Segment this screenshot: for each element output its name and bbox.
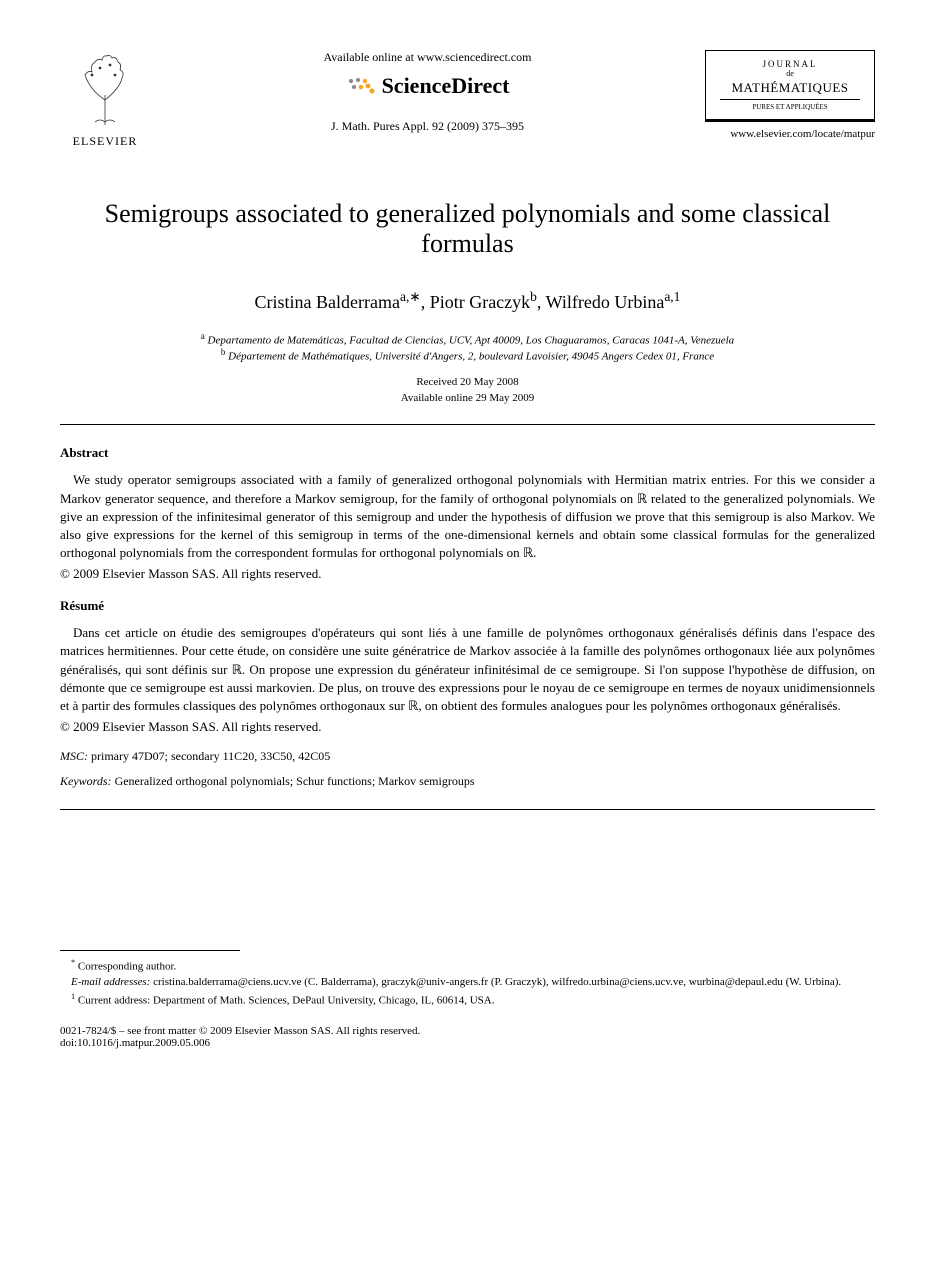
aff-a-text: Departamento de Matemáticas, Facultad de… [205, 335, 734, 347]
authors-line: Cristina Balderramaa,∗, Piotr Graczykb, … [60, 289, 875, 313]
received-date: Received 20 May 2008 [60, 376, 875, 388]
keywords-label: Keywords: [60, 774, 112, 788]
keywords-line: Keywords: Generalized orthogonal polynom… [60, 774, 875, 789]
center-header: Available online at www.sciencedirect.co… [150, 50, 705, 134]
journal-box-wrapper: JOURNAL de MATHÉMATIQUES PURES ET APPLIQ… [705, 50, 875, 140]
journal-subtitle: PURES ET APPLIQUÉES [720, 99, 860, 111]
available-online-text: Available online at www.sciencedirect.co… [170, 50, 685, 65]
citation-text: J. Math. Pures Appl. 92 (2009) 375–395 [170, 119, 685, 134]
sd-dots-icon [346, 76, 376, 96]
msc-text: primary 47D07; secondary 11C20, 33C50, 4… [88, 749, 330, 763]
footnote-rule [60, 950, 240, 951]
journal-url: www.elsevier.com/locate/matpur [705, 128, 875, 140]
msc-label: MSC: [60, 749, 88, 763]
abstract-text: We study operator semigroups associated … [60, 471, 875, 562]
author-2: , Piotr Graczyk [421, 292, 530, 312]
msc-line: MSC: primary 47D07; secondary 11C20, 33C… [60, 749, 875, 764]
fn-email-text: cristina.balderrama@ciens.ucv.ve (C. Bal… [150, 976, 841, 988]
resume-text: Dans cet article on étudie des semigroup… [60, 624, 875, 715]
footnote-emails: E-mail addresses: cristina.balderrama@ci… [60, 975, 875, 990]
elsevier-tree-icon [70, 50, 140, 130]
abstract-heading: Abstract [60, 445, 875, 461]
author-1: Cristina Balderrama [255, 292, 400, 312]
fn-email-label: E-mail addresses: [71, 976, 150, 988]
sciencedirect-logo: ScienceDirect [170, 73, 685, 99]
journal-small-label: JOURNAL [720, 59, 860, 69]
front-matter-line: 0021-7824/$ – see front matter © 2009 El… [60, 1025, 875, 1037]
footnote-address: 1 Current address: Department of Math. S… [60, 991, 875, 1009]
affiliation-b: b Département de Mathématiques, Universi… [60, 347, 875, 363]
author-1-sup: a,∗ [400, 289, 421, 304]
author-3-sup: a,1 [664, 289, 680, 304]
resume-copyright: © 2009 Elsevier Masson SAS. All rights r… [60, 719, 875, 735]
publisher-logo: ELSEVIER [60, 50, 150, 149]
fn-corr-text: Corresponding author. [75, 961, 176, 973]
doi-line: doi:10.1016/j.matpur.2009.05.006 [60, 1037, 875, 1049]
available-date: Available online 29 May 2009 [60, 392, 875, 404]
publisher-name: ELSEVIER [73, 134, 138, 149]
author-3: , Wilfredo Urbina [537, 292, 664, 312]
keywords-text: Generalized orthogonal polynomials; Schu… [112, 774, 475, 788]
affiliation-a: a Departamento de Matemáticas, Facultad … [60, 331, 875, 347]
sd-brand-text: ScienceDirect [382, 73, 510, 99]
affiliations: a Departamento de Matemáticas, Facultad … [60, 331, 875, 362]
rule-bottom [60, 809, 875, 810]
aff-b-text: Département de Mathématiques, Université… [225, 350, 714, 362]
bottom-meta: 0021-7824/$ – see front matter © 2009 El… [60, 1025, 875, 1049]
journal-box: JOURNAL de MATHÉMATIQUES PURES ET APPLIQ… [705, 50, 875, 122]
fn-addr-text: Current address: Department of Math. Sci… [75, 994, 494, 1006]
journal-title: MATHÉMATIQUES [720, 80, 860, 96]
footnotes: * Corresponding author. E-mail addresses… [60, 957, 875, 1008]
abstract-copyright: © 2009 Elsevier Masson SAS. All rights r… [60, 566, 875, 582]
resume-heading: Résumé [60, 598, 875, 614]
author-2-sup: b [530, 289, 537, 304]
journal-de: de [720, 69, 860, 78]
article-title: Semigroups associated to generalized pol… [60, 199, 875, 259]
page-header: ELSEVIER Available online at www.science… [60, 50, 875, 149]
rule-top [60, 424, 875, 425]
footnote-corresponding: * Corresponding author. [60, 957, 875, 975]
